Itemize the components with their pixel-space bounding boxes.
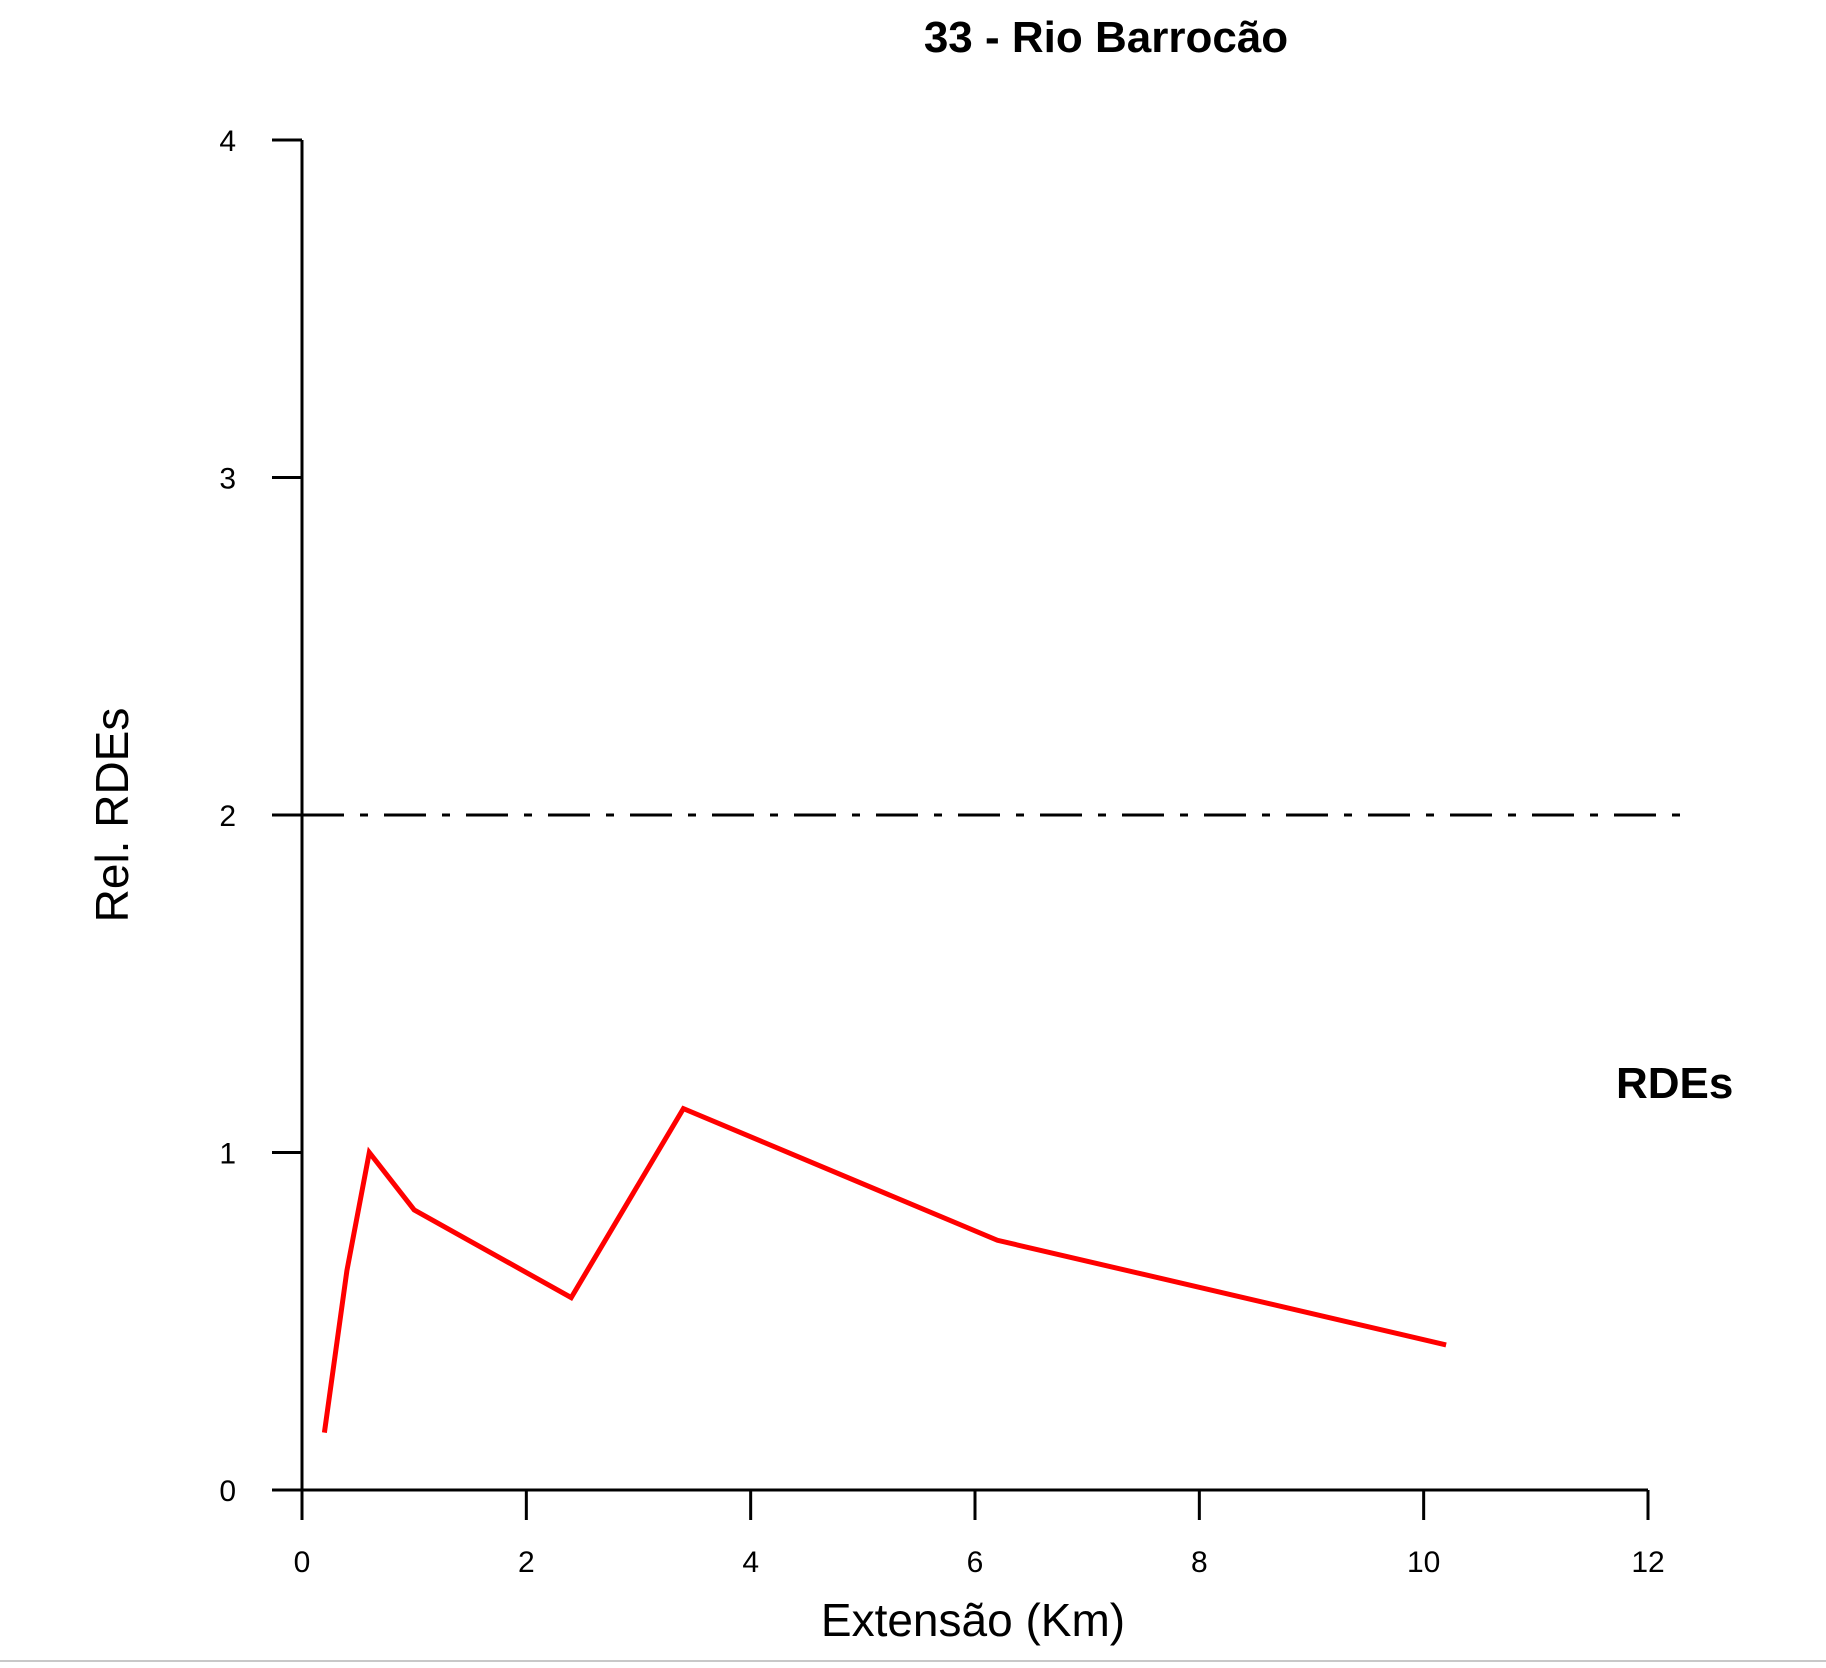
y-tick-label: 4 <box>219 125 236 158</box>
text-layer: 33 - Rio Barrocão Extensão (Km) Rel. RDE… <box>86 13 1733 1646</box>
y-tick-label: 0 <box>219 1475 236 1508</box>
chart-title: 33 - Rio Barrocão <box>924 13 1288 62</box>
x-tick-label: 2 <box>518 1546 535 1579</box>
x-tick-label: 6 <box>967 1546 984 1579</box>
series-layer <box>321 1105 1447 1433</box>
x-axis-label: Extensão (Km) <box>821 1594 1125 1646</box>
y-tick-label: 3 <box>219 463 236 496</box>
x-tick-label: 12 <box>1631 1546 1664 1579</box>
x-tick-label: 0 <box>294 1546 311 1579</box>
x-tick-label: 10 <box>1407 1546 1440 1579</box>
bottom-divider <box>0 1660 1826 1662</box>
y-tick-label: 2 <box>219 800 236 833</box>
series-annotation: RDEs <box>1616 1059 1733 1108</box>
x-tick-label: 8 <box>1191 1546 1208 1579</box>
y-axis-label: Rel. RDEs <box>86 708 138 923</box>
y-tick-label: 1 <box>219 1138 236 1171</box>
series-line <box>321 1105 1447 1433</box>
x-tick-label: 4 <box>742 1546 759 1579</box>
